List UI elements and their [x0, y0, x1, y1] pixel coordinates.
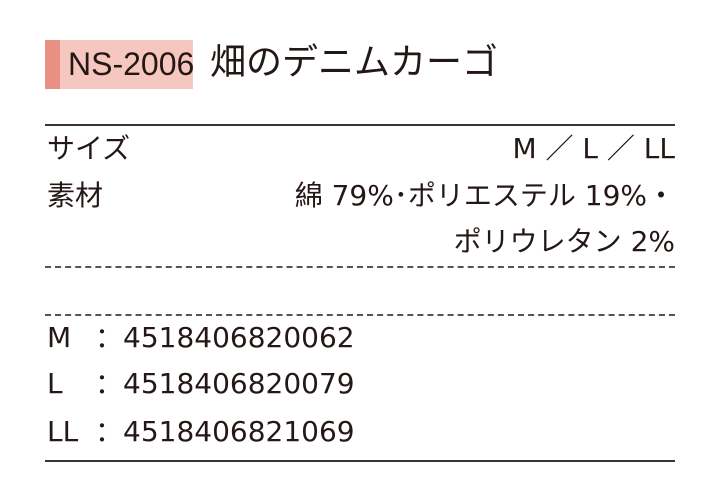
badge-accent-strip [45, 40, 60, 89]
divider-top [45, 124, 675, 126]
size-value: M ／ L ／ LL [512, 132, 675, 165]
material-line-1: 綿 79%･ポリエステル 19%・ [294, 179, 675, 212]
jan-sep: ： [95, 321, 124, 354]
size-label: サイズ [47, 132, 131, 165]
product-code: NS-2006 [68, 46, 195, 82]
jan-code: 4518406820079 [123, 367, 355, 400]
divider-bottom [45, 460, 675, 462]
product-code-badge [45, 40, 193, 89]
jan-code: 4518406820062 [123, 321, 355, 354]
divider-dashed-1 [45, 266, 675, 268]
jan-row-ll: LL ：4518406821069 [47, 414, 355, 450]
jan-row-l: L ：4518406820079 [47, 366, 355, 402]
material-label: 素材 [47, 179, 104, 212]
jan-code: 4518406821069 [123, 415, 355, 448]
jan-sep: ： [95, 415, 124, 448]
jan-row-m: M ：4518406820062 [47, 320, 355, 356]
product-title: 畑のデニムカーゴ [210, 42, 499, 83]
divider-dashed-2 [45, 314, 675, 316]
material-line-2: ポリウレタン 2% [453, 225, 675, 258]
jan-size: M [47, 321, 72, 354]
jan-sep: ： [95, 367, 124, 400]
jan-size: LL [47, 415, 79, 448]
jan-size: L [47, 367, 63, 400]
